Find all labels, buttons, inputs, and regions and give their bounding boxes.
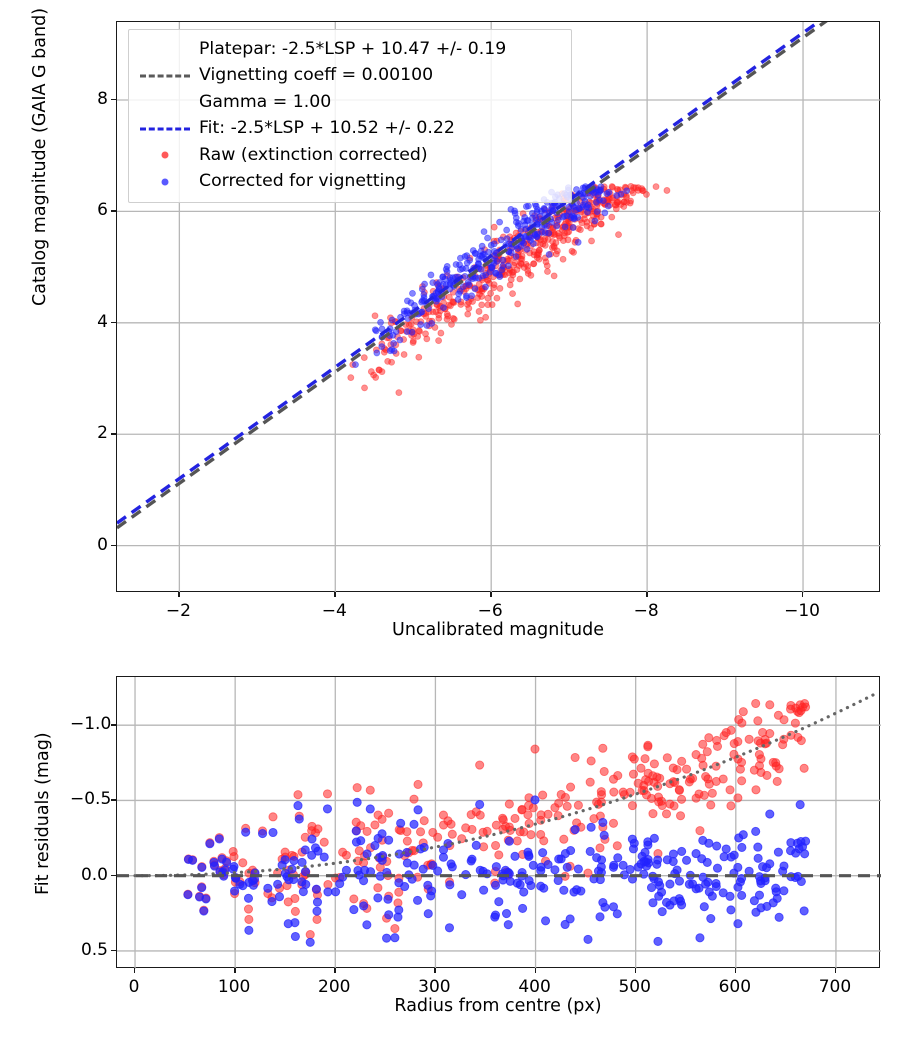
x-tick-label: −8 — [633, 601, 659, 621]
y-tick-label: 0 — [97, 534, 108, 555]
x-tick-mark — [434, 968, 436, 973]
x-tick-label: 700 — [818, 977, 852, 997]
x-tick-mark — [834, 968, 837, 973]
top-plot-graphics — [117, 22, 881, 593]
x-tick-mark — [490, 592, 492, 597]
x-tick-mark — [178, 592, 180, 597]
x-tick-label: −4 — [321, 601, 347, 621]
x-tick-mark — [534, 968, 536, 973]
x-tick-mark — [334, 592, 336, 597]
y-tick-label: 0.5 — [80, 939, 108, 960]
top-x-axis-title: Uncalibrated magnitude — [392, 620, 604, 640]
legend-label: Raw (extinction corrected) — [199, 144, 428, 165]
blue-marker-icon — [138, 173, 192, 191]
red-marker-icon — [138, 146, 192, 164]
y-tick-mark — [111, 874, 116, 877]
x-tick-mark — [234, 968, 236, 973]
y-tick-mark — [111, 949, 116, 952]
legend-label: Gamma = 1.00 — [199, 91, 332, 112]
blue-dashed-line-icon — [138, 120, 192, 138]
legend-label: Platepar: -2.5*LSP + 10.47 +/- 0.19 — [199, 38, 507, 59]
legend-item: Fit: -2.5*LSP + 10.52 +/- 0.22 — [138, 116, 562, 143]
x-tick-label: −6 — [477, 601, 503, 621]
gray-dashed-line-icon — [138, 67, 192, 85]
y-tick-label: 8 — [97, 88, 108, 109]
x-tick-label: 0 — [128, 977, 140, 997]
y-tick-label: 2 — [97, 423, 108, 444]
legend-item: Raw (extinction corrected) — [138, 142, 562, 169]
y-tick-label: −1.0 — [70, 714, 112, 735]
x-tick-mark — [734, 968, 737, 973]
y-tick-mark — [111, 210, 116, 212]
legend-item: Vignetting coeff = 0.00100 — [138, 63, 562, 90]
x-tick-label: 200 — [318, 977, 351, 997]
legend-item: Corrected for vignetting — [138, 169, 562, 196]
x-tick-label: 300 — [418, 977, 451, 997]
legend-label: Fit: -2.5*LSP + 10.52 +/- 0.22 — [199, 118, 455, 139]
x-tick-mark — [802, 592, 804, 597]
y-tick-mark — [111, 544, 116, 547]
x-tick-label: −2 — [165, 601, 191, 621]
photometric-calibration-panel: −2 −4 −6 −8 −10 0 2 4 6 8 Uncalibrated magnitude … — [30, 8, 881, 640]
x-tick-label: 100 — [217, 977, 251, 997]
x-tick-mark — [334, 968, 336, 973]
y-tick-label: 6 — [97, 200, 108, 221]
x-tick-label: −10 — [784, 601, 820, 621]
legend-label: Corrected for vignetting — [199, 171, 407, 192]
x-tick-mark — [634, 968, 637, 973]
y-tick-mark — [111, 321, 116, 324]
legend-item: Gamma = 1.00 — [138, 89, 562, 116]
y-tick-label: 0.0 — [80, 864, 108, 885]
x-tick-mark — [646, 592, 648, 597]
x-tick-label: 600 — [718, 977, 752, 997]
y-tick-label: −0.5 — [70, 789, 112, 810]
bottom-y-axis-title: Fit residuals (mag) — [33, 732, 53, 895]
y-tick-label: 4 — [97, 311, 108, 332]
x-tick-label: 500 — [618, 977, 651, 997]
y-tick-mark — [111, 724, 116, 726]
bottom-x-axis-title: Radius from centre (px) — [394, 996, 602, 1016]
y-tick-mark — [111, 433, 116, 435]
y-tick-mark — [111, 799, 116, 801]
x-tick-mark — [134, 968, 136, 973]
bottom-plot-area — [116, 676, 881, 969]
x-tick-label: 400 — [518, 977, 551, 997]
bottom-plot-graphics — [117, 677, 881, 969]
legend-label: Vignetting coeff = 0.00100 — [199, 65, 434, 86]
legend-box: Platepar: -2.5*LSP + 10.47 +/- 0.19 Vigne… — [128, 29, 572, 203]
legend-item: Platepar: -2.5*LSP + 10.47 +/- 0.19 — [138, 36, 562, 63]
y-tick-mark — [111, 98, 116, 101]
